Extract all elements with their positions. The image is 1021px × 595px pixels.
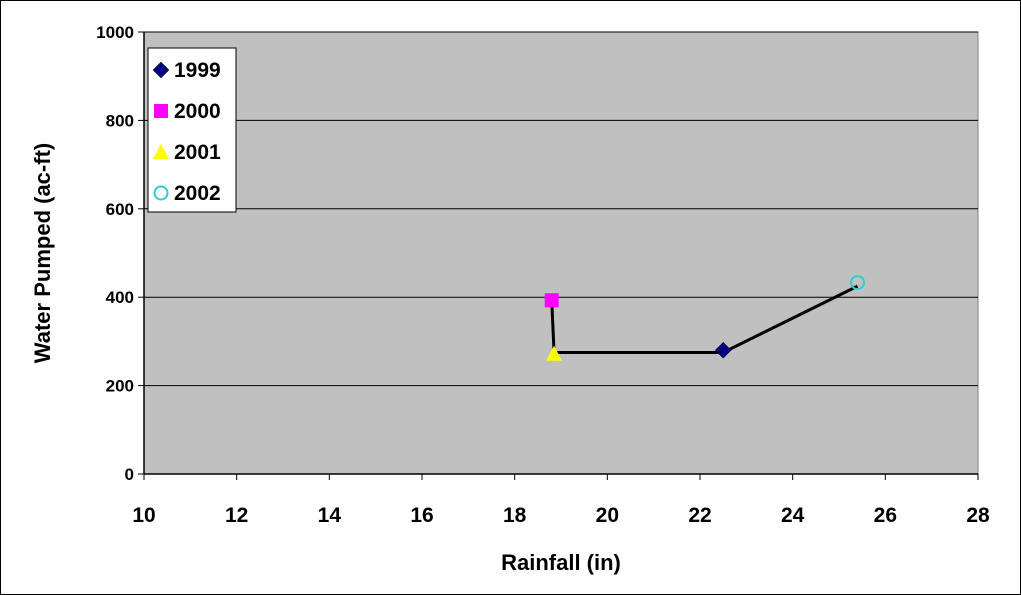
- y-tick-label: 400: [106, 288, 134, 307]
- legend-marker-2000: [154, 104, 168, 118]
- x-tick-label: 20: [596, 504, 619, 527]
- legend-label-2002: 2002: [174, 182, 221, 205]
- data-point-2000: [544, 293, 559, 308]
- y-tick-label: 200: [106, 377, 134, 396]
- data-point-1999: [714, 341, 732, 359]
- y-tick-label: 1000: [96, 23, 134, 42]
- x-tick-label: 24: [781, 504, 805, 527]
- x-tick-label: 28: [966, 504, 990, 527]
- y-tick-label: 0: [125, 465, 134, 484]
- y-tick-label: 600: [106, 200, 134, 219]
- legend-marker-1999: [152, 61, 170, 79]
- x-tick-label: 26: [874, 504, 897, 527]
- x-tick-label: 12: [225, 504, 248, 527]
- connector-line: [550, 284, 859, 354]
- y-tick-label: 800: [106, 111, 134, 130]
- legend-marker-2002: [153, 185, 169, 201]
- y-axis-title: Water Pumped (ac-ft): [30, 143, 55, 363]
- data-points: [544, 275, 866, 361]
- x-tick-label: 14: [318, 504, 342, 527]
- x-tick-label: 18: [503, 504, 527, 527]
- legend-label-1999: 1999: [174, 59, 221, 82]
- x-tick-label: 22: [688, 504, 711, 527]
- x-tick-label: 10: [132, 504, 155, 527]
- legend-label-2001: 2001: [174, 141, 221, 164]
- data-point-2002: [850, 275, 866, 291]
- x-ticks: 10 12 14 16 18 20 22 24 26 28: [132, 474, 990, 527]
- legend: 1999 2000 2001 2002: [147, 47, 237, 213]
- data-point-2001: [546, 345, 563, 361]
- legend-label-2000: 2000: [174, 100, 221, 123]
- x-tick-label: 16: [410, 504, 433, 527]
- axes: [143, 32, 978, 475]
- y-ticks: 0 200 400 600 800 1000: [96, 23, 144, 484]
- legend-box: [147, 47, 237, 213]
- gridlines: [144, 31, 978, 387]
- legend-marker-2001: [153, 144, 169, 159]
- x-axis-title: Rainfall (in): [501, 550, 621, 575]
- plot-area: [143, 31, 979, 475]
